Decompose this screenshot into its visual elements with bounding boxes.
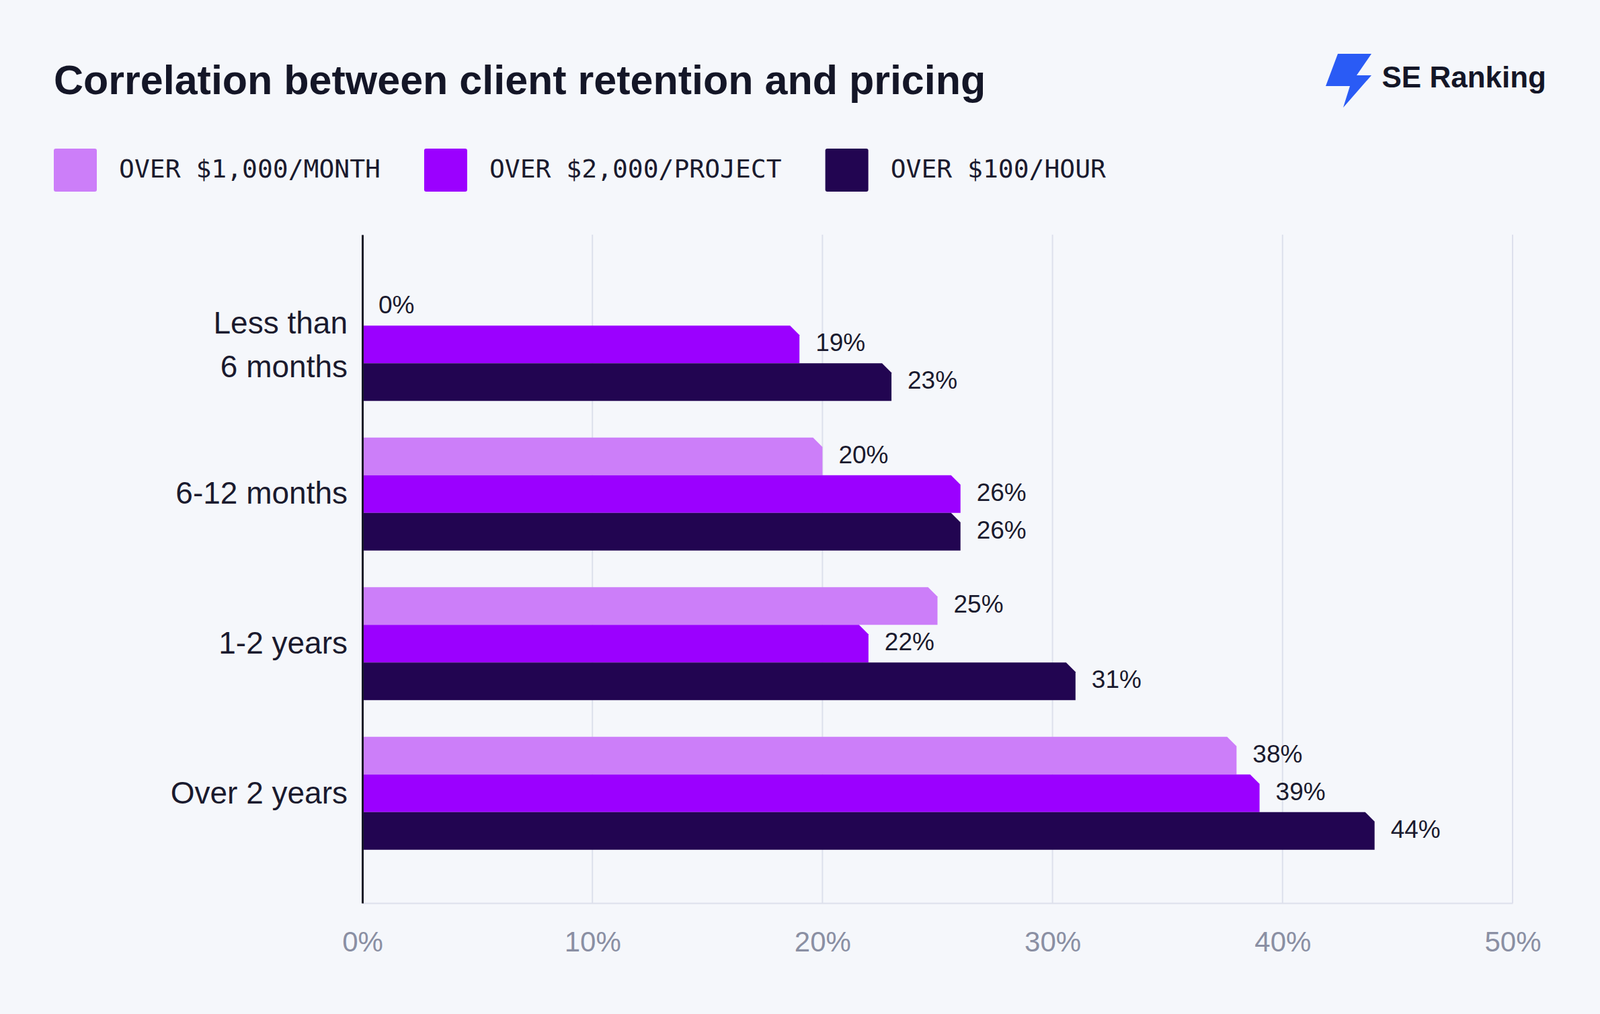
y-tick: Over 2 years bbox=[170, 775, 363, 811]
y-axis-line bbox=[361, 235, 364, 904]
data-label: 20% bbox=[838, 441, 889, 469]
x-tick-label: 20% bbox=[794, 925, 852, 958]
y-axis: Less than 6 months 6-12 months 1-2 years Ove… bbox=[170, 235, 364, 904]
bar bbox=[362, 363, 892, 401]
background bbox=[0, 0, 1600, 1014]
title: Correlation between client retention and… bbox=[53, 57, 986, 103]
x-tick-label: 30% bbox=[1024, 925, 1082, 958]
grid bbox=[362, 234, 1513, 903]
data-label: 39% bbox=[1275, 777, 1326, 806]
x-tick-label: 0% bbox=[342, 925, 384, 958]
x-axis: 0% 10% 20% 30% 40% 50% bbox=[342, 902, 1541, 958]
legend-label: OVER $2,000/PROJECT bbox=[489, 153, 782, 184]
y-tick: 6-12 months bbox=[175, 475, 363, 511]
legend-label: OVER $100/HOUR bbox=[890, 153, 1106, 184]
legend-item: OVER $2,000/PROJECT bbox=[424, 148, 782, 192]
x-tick-label: 50% bbox=[1484, 925, 1541, 958]
bar bbox=[362, 475, 961, 513]
data-label: 44% bbox=[1390, 815, 1441, 844]
bar bbox=[362, 437, 823, 476]
data-labels: 0% 20% 25% 38% 19% 26% 22% 39% 23% 26% 31% 44% bbox=[378, 291, 1441, 844]
legend-item: OVER $1,000/MONTH bbox=[53, 148, 381, 192]
bar bbox=[362, 624, 869, 663]
data-label: 22% bbox=[884, 627, 935, 656]
legend-label: OVER $1,000/MONTH bbox=[118, 153, 381, 184]
x-axis-line bbox=[363, 902, 1514, 905]
bar bbox=[362, 774, 1260, 813]
data-label: 38% bbox=[1252, 740, 1303, 768]
x-tick: 20% bbox=[794, 902, 852, 958]
legend: OVER $1,000/MONTH OVER $2,000/PROJECT OVER… bbox=[53, 148, 1106, 192]
data-label: 23% bbox=[907, 366, 958, 394]
y-tick-label: Less than 6 months bbox=[213, 305, 348, 384]
y-tick: Less than 6 months bbox=[213, 305, 363, 384]
data-label: 26% bbox=[976, 478, 1027, 507]
x-tick: 40% bbox=[1254, 902, 1311, 958]
y-tick: 1-2 years bbox=[218, 625, 363, 661]
chart-svg: Correlation between client retention and… bbox=[0, 0, 1600, 1014]
bars bbox=[362, 287, 1375, 850]
x-tick: 50% bbox=[1484, 902, 1541, 958]
x-tick-label: 40% bbox=[1254, 925, 1311, 958]
y-tick-label-line: 6 months bbox=[220, 348, 348, 384]
data-label: 19% bbox=[815, 328, 866, 357]
data-label: 25% bbox=[953, 590, 1004, 618]
brand-text: SE Ranking bbox=[1382, 60, 1547, 94]
legend-swatch bbox=[53, 148, 97, 192]
bar bbox=[362, 512, 961, 551]
bar bbox=[362, 812, 1375, 850]
legend-item: OVER $100/HOUR bbox=[825, 148, 1106, 192]
grid-line bbox=[361, 234, 364, 903]
y-tick-label-line: Less than bbox=[213, 305, 348, 341]
brand-icon bbox=[1325, 53, 1372, 108]
y-tick-label: Over 2 years bbox=[170, 775, 348, 811]
brand-logo: SE Ranking bbox=[1325, 53, 1547, 108]
data-label: 31% bbox=[1091, 665, 1142, 694]
legend-swatch bbox=[424, 148, 468, 192]
data-label: 0% bbox=[378, 291, 415, 319]
y-tick-label: 1-2 years bbox=[218, 625, 348, 661]
bar bbox=[362, 662, 1076, 700]
bar bbox=[362, 586, 938, 625]
data-label: 26% bbox=[976, 516, 1027, 544]
x-tick: 10% bbox=[564, 902, 622, 958]
bar bbox=[362, 736, 1237, 775]
x-tick-label: 10% bbox=[564, 925, 622, 958]
x-tick: 30% bbox=[1024, 902, 1082, 958]
y-tick-label: 6-12 months bbox=[175, 475, 348, 511]
bar bbox=[362, 325, 800, 364]
x-tick: 0% bbox=[342, 902, 384, 958]
legend-swatch bbox=[825, 148, 869, 192]
grid-line bbox=[1511, 234, 1514, 903]
